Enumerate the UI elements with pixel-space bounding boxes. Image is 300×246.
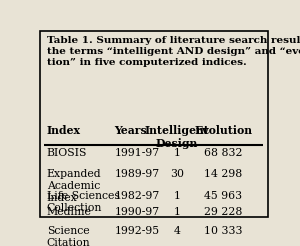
- Text: Evolution: Evolution: [194, 125, 253, 136]
- Text: Expanded
Academic
Index: Expanded Academic Index: [47, 169, 101, 203]
- Text: 1990-97: 1990-97: [114, 207, 159, 217]
- Text: 4: 4: [174, 226, 180, 236]
- Text: 1991-97: 1991-97: [114, 148, 159, 158]
- FancyBboxPatch shape: [40, 31, 268, 217]
- Text: 14 298: 14 298: [204, 169, 243, 179]
- Text: Index: Index: [47, 125, 81, 136]
- Text: 1989-97: 1989-97: [114, 169, 159, 179]
- Text: 1: 1: [173, 207, 181, 217]
- Text: 10 333: 10 333: [204, 226, 243, 236]
- Text: 68 832: 68 832: [204, 148, 243, 158]
- Text: 1992-95: 1992-95: [114, 226, 159, 236]
- Text: Years: Years: [114, 125, 147, 136]
- Text: 29 228: 29 228: [204, 207, 243, 217]
- Text: 30: 30: [170, 169, 184, 179]
- Text: 1: 1: [173, 148, 181, 158]
- Text: Science
Citation
Index: Science Citation Index: [47, 226, 90, 246]
- Text: Life Sciences
Collection: Life Sciences Collection: [47, 190, 120, 213]
- Text: 1: 1: [173, 190, 181, 200]
- Text: 1982-97: 1982-97: [114, 190, 160, 200]
- Text: Table 1. Summary of literature search results for
the terms “intelligent AND des: Table 1. Summary of literature search re…: [47, 36, 300, 67]
- Text: 45 963: 45 963: [204, 190, 243, 200]
- Text: Intelligent
Design: Intelligent Design: [145, 125, 209, 149]
- Text: BIOSIS: BIOSIS: [47, 148, 87, 158]
- Text: Medline: Medline: [47, 207, 92, 217]
